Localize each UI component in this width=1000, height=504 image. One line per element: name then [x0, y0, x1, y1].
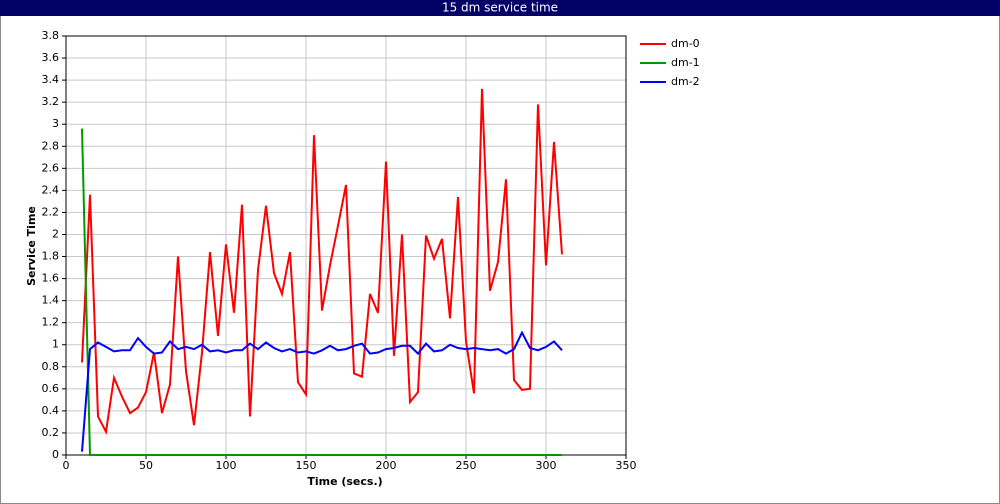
- chart-title: 15 dm service time: [442, 1, 558, 15]
- y-tick-label: 3.2: [42, 95, 60, 108]
- y-tick-label: 2.2: [42, 205, 60, 218]
- series-line: [81, 330, 563, 452]
- x-tick-label: 100: [216, 459, 237, 472]
- y-tick-label: 3.6: [42, 51, 60, 64]
- y-tick-label: 2.4: [42, 183, 60, 196]
- y-tick-label: 0: [52, 448, 59, 461]
- y-tick-label: 0.6: [42, 382, 60, 395]
- x-tick-label: 250: [456, 459, 477, 472]
- y-tick-label: 3: [52, 117, 59, 130]
- x-tick-label: 200: [376, 459, 397, 472]
- x-tick-label: 0: [63, 459, 70, 472]
- y-axis-label: Service Time: [25, 206, 38, 286]
- x-tick-label: 50: [139, 459, 153, 472]
- y-tick-label: 0.2: [42, 426, 60, 439]
- y-tick-label: 1.2: [42, 316, 60, 329]
- legend-label: dm-2: [671, 75, 700, 88]
- y-tick-label: 3.8: [42, 29, 60, 42]
- y-tick-label: 1: [52, 338, 59, 351]
- y-tick-label: 2: [52, 227, 59, 240]
- y-tick-label: 1.8: [42, 250, 60, 263]
- y-tick-label: 0.4: [42, 404, 60, 417]
- x-axis-label: Time (secs.): [307, 475, 382, 488]
- x-tick-label: 350: [616, 459, 637, 472]
- y-tick-label: 2.8: [42, 139, 60, 152]
- legend-label: dm-0: [671, 37, 700, 50]
- y-tick-label: 1.4: [42, 294, 60, 307]
- y-tick-label: 3.4: [42, 73, 60, 86]
- x-tick-label: 150: [296, 459, 317, 472]
- series-line: [81, 88, 563, 436]
- y-tick-label: 0.8: [42, 360, 60, 373]
- y-tick-label: 1.6: [42, 272, 60, 285]
- title-bar: [0, 0, 1000, 16]
- plot-area: [66, 36, 626, 455]
- legend-label: dm-1: [671, 56, 700, 69]
- y-tick-label: 2.6: [42, 161, 60, 174]
- x-tick-label: 300: [536, 459, 557, 472]
- series-line: [81, 128, 562, 456]
